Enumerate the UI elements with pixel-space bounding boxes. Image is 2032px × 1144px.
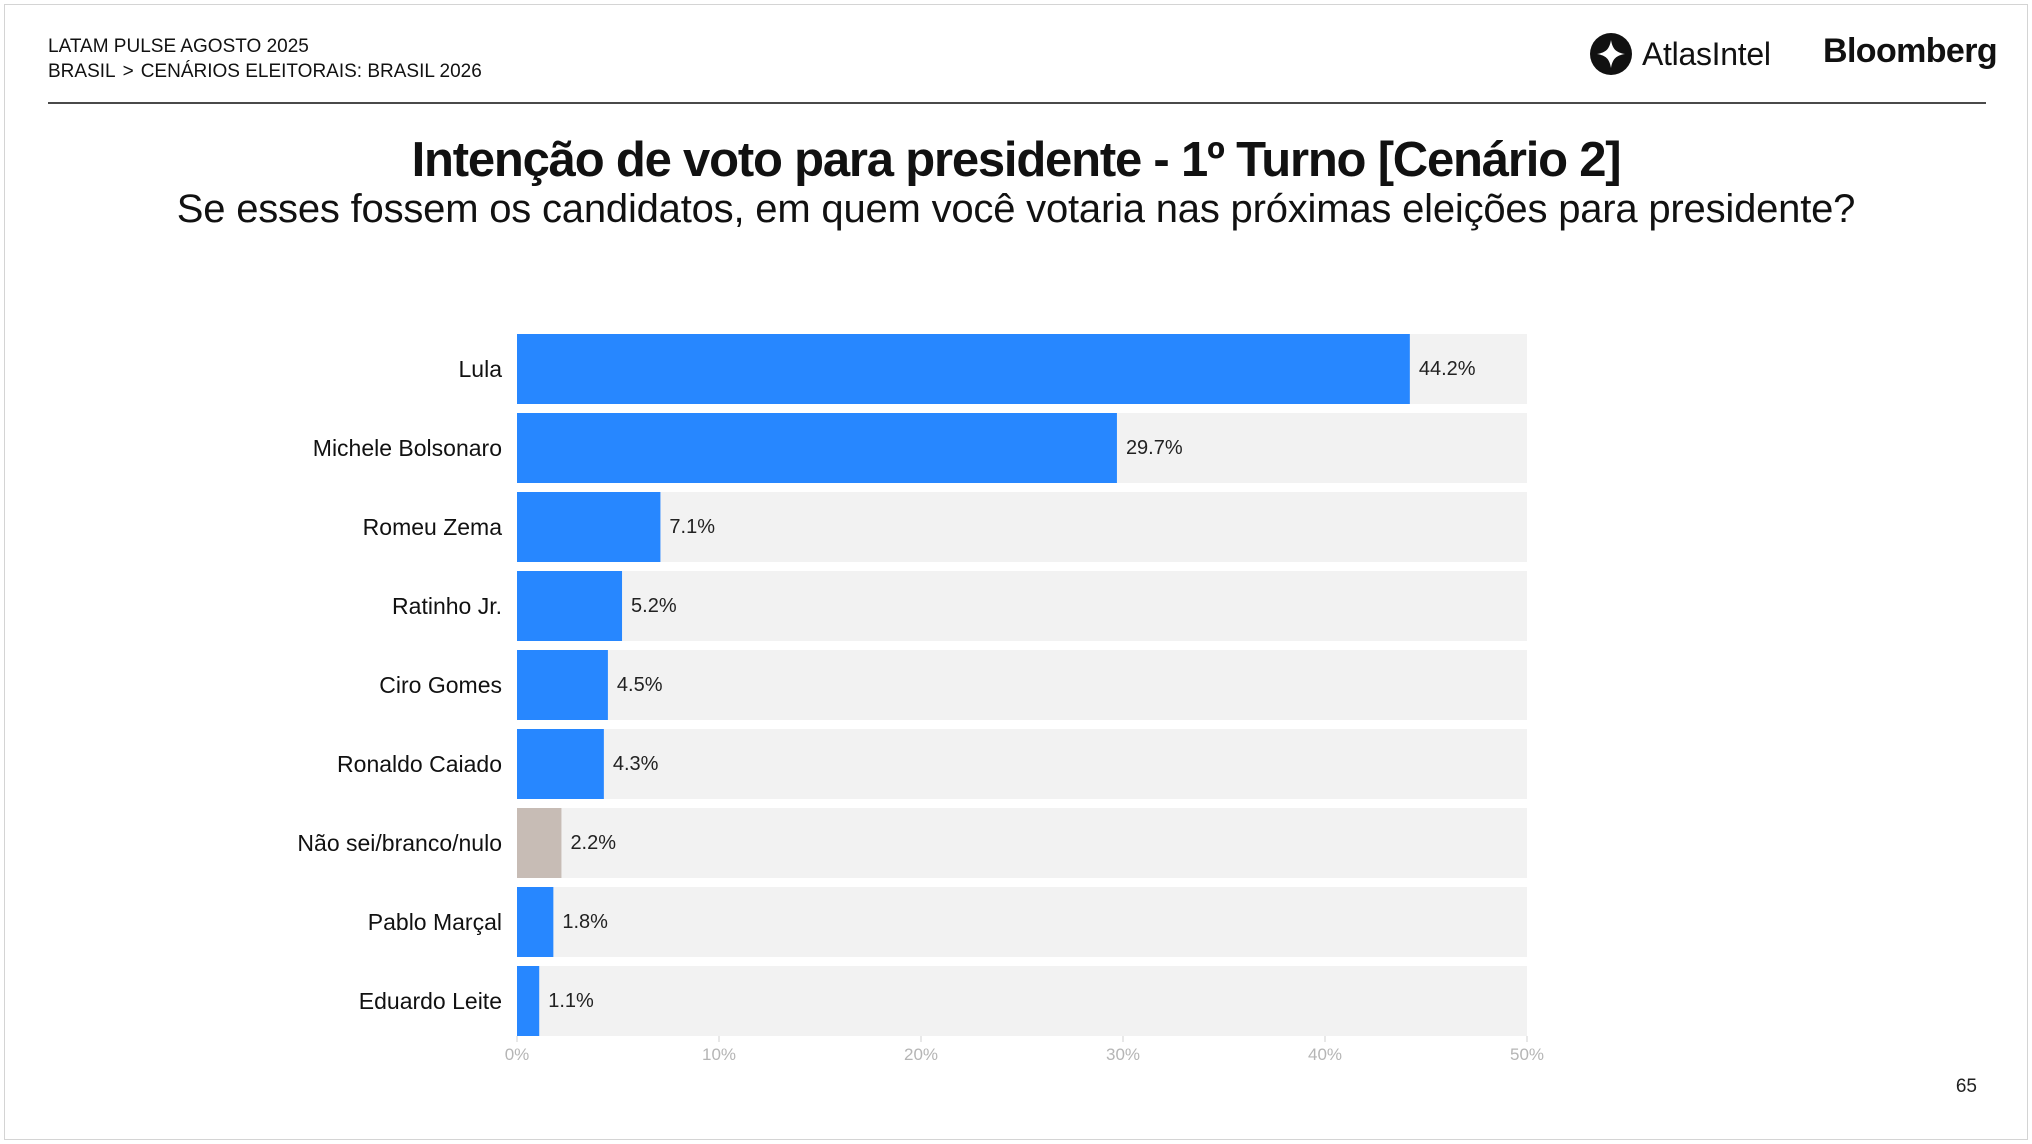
- bar-track-pablo-marcal: [517, 887, 1527, 957]
- value-label-nao-sei-branco-nulo: 2.2%: [570, 832, 616, 854]
- category-label-lula: Lula: [459, 356, 503, 382]
- bar-track-ronaldo-caiado: [517, 729, 1527, 799]
- bar-romeu-zema: [517, 492, 661, 562]
- value-label-eduardo-leite: 1.1%: [548, 990, 594, 1012]
- bar-ronaldo-caiado: [517, 729, 604, 799]
- category-label-ratinho-jr: Ratinho Jr.: [392, 593, 502, 619]
- bar-eduardo-leite: [517, 966, 540, 1036]
- atlasintel-logo: AtlasIntel: [1590, 33, 1771, 75]
- x-tick-label-10: 10%: [702, 1045, 736, 1064]
- category-label-ronaldo-caiado: Ronaldo Caiado: [337, 751, 502, 777]
- bar-track-romeu-zema: [517, 492, 1527, 562]
- x-tick-label-0: 0%: [505, 1045, 530, 1064]
- page-number: 65: [1955, 1076, 1977, 1097]
- slide-frame: [4, 4, 2028, 1140]
- category-label-ciro-gomes: Ciro Gomes: [379, 672, 502, 698]
- bar-michele-bolsonaro: [517, 413, 1117, 483]
- bar-track-ratinho-jr: [517, 571, 1527, 641]
- bloomberg-logo: Bloomberg: [1823, 32, 1998, 70]
- bar-lula: [517, 334, 1410, 404]
- value-label-ronaldo-caiado: 4.3%: [613, 753, 659, 775]
- bar-ciro-gomes: [517, 650, 608, 720]
- category-label-nao-sei-branco-nulo: Não sei/branco/nulo: [297, 830, 502, 856]
- bar-pablo-marcal: [517, 887, 554, 957]
- value-label-lula: 44.2%: [1419, 358, 1476, 380]
- category-label-michele-bolsonaro: Michele Bolsonaro: [313, 435, 502, 461]
- value-label-ratinho-jr: 5.2%: [631, 595, 677, 617]
- atlasintel-logo-text: AtlasIntel: [1642, 35, 1771, 72]
- value-label-romeu-zema: 7.1%: [669, 516, 715, 538]
- header-divider: [48, 102, 1986, 104]
- value-label-michele-bolsonaro: 29.7%: [1126, 437, 1183, 459]
- category-label-eduardo-leite: Eduardo Leite: [359, 988, 502, 1014]
- bar-nao-sei-branco-nulo: [517, 808, 562, 878]
- bar-track-ciro-gomes: [517, 650, 1527, 720]
- chart-title: Intenção de voto para presidente - 1º Tu…: [411, 133, 1622, 187]
- bar-ratinho-jr: [517, 571, 623, 641]
- report-name: LATAM PULSE AGOSTO 2025: [48, 36, 309, 57]
- atlasintel-logo-icon: [1590, 33, 1632, 75]
- x-tick-label-50: 50%: [1510, 1045, 1544, 1064]
- x-tick-label-30: 30%: [1106, 1045, 1140, 1064]
- breadcrumb-item-cenarios: CENÁRIOS ELEITORAIS: BRASIL 2026: [140, 61, 482, 82]
- x-tick-label-40: 40%: [1308, 1045, 1342, 1064]
- x-tick-label-20: 20%: [904, 1045, 938, 1064]
- header-breadcrumb: LATAM PULSE AGOSTO 2025 BRASIL > CENÁRIOS …: [48, 34, 482, 84]
- breadcrumb: BRASIL > CENÁRIOS ELEITORAIS: BRASIL 2026: [48, 59, 482, 84]
- value-label-pablo-marcal: 1.8%: [562, 911, 608, 933]
- bar-track-eduardo-leite: [517, 966, 1527, 1036]
- bar-track-nao-sei-branco-nulo: [517, 808, 1527, 878]
- breadcrumb-separator: >: [122, 61, 134, 82]
- category-label-pablo-marcal: Pablo Marçal: [368, 909, 502, 935]
- chart-subtitle: Se esses fossem os candidatos, em quem v…: [176, 187, 1856, 231]
- category-label-romeu-zema: Romeu Zema: [363, 514, 503, 540]
- value-label-ciro-gomes: 4.5%: [617, 674, 663, 696]
- breadcrumb-item-brasil: BRASIL: [48, 61, 116, 82]
